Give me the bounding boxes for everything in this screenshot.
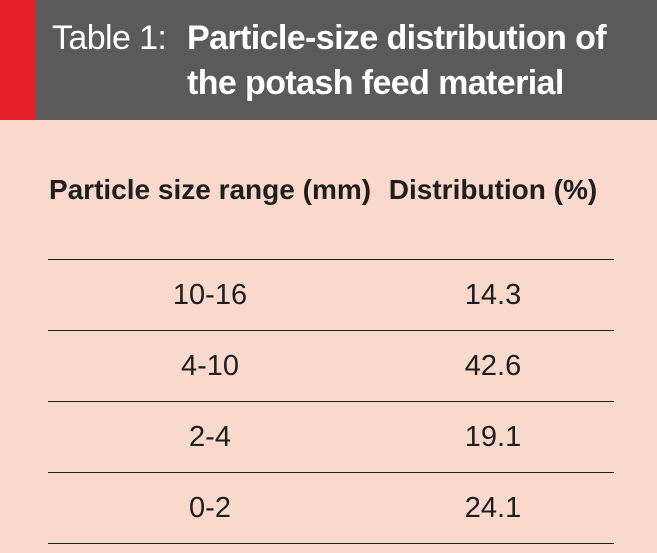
- table-header: Table 1: Particle-size distribution of t…: [0, 0, 657, 120]
- distribution-cell: 42.6: [464, 350, 522, 382]
- column-header-particle-size: Particle size range (mm): [48, 174, 372, 205]
- data-table: Particle size range (mm) Distribution (%…: [48, 164, 614, 544]
- accent-bar: [0, 0, 36, 120]
- table-row: 4-10 42.6: [48, 331, 614, 402]
- particle-size-cell: 4-10: [180, 350, 240, 382]
- distribution-cell: 24.1: [464, 492, 522, 524]
- distribution-cell: 19.1: [464, 421, 522, 453]
- table-row: 0-2 24.1: [48, 473, 614, 544]
- table-number: Table 1:: [52, 19, 167, 57]
- particle-size-cell: 0-2: [189, 492, 231, 524]
- column-header-distribution: Distribution (%): [388, 174, 598, 205]
- table-row: 10-16 14.3: [48, 260, 614, 331]
- table-title: Particle-size distribution of the potash…: [187, 19, 607, 102]
- table-header-row: Particle size range (mm) Distribution (%…: [48, 164, 614, 260]
- table-row: 2-4 19.1: [48, 402, 614, 473]
- particle-size-cell: 10-16: [172, 279, 248, 311]
- distribution-cell: 14.3: [464, 279, 522, 311]
- particle-size-cell: 2-4: [189, 421, 231, 453]
